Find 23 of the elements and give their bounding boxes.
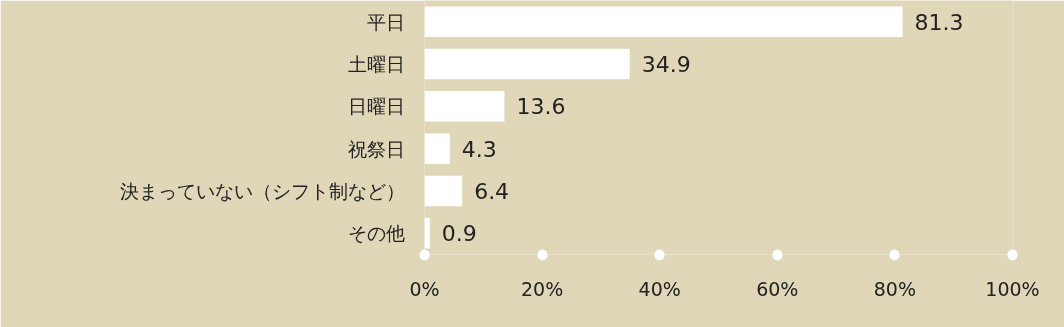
y-tick-label: 祝祭日 [347,137,405,160]
data-label: 0.9 [441,221,477,247]
x-tick-label: 0% [409,277,440,300]
bar [424,6,903,37]
x-tick-label: 100% [985,277,1040,300]
data-label: 81.3 [914,9,964,35]
data-label: 13.6 [516,94,566,120]
data-label: 34.9 [641,52,691,77]
y-tick-label: 決まっていない（シフト制など） [119,180,405,202]
data-label: 4.3 [461,136,497,162]
data-label: 6.4 [474,179,510,204]
bar [424,48,630,80]
x-tick-label: 80% [873,277,917,300]
bar [424,175,463,207]
x-tick-label: 20% [520,277,564,300]
bar [424,133,450,164]
y-tick-label: その他 [347,222,405,245]
y-tick-label: 平日 [366,10,405,33]
y-tick-label: 日曜日 [347,95,405,118]
bar [424,91,505,122]
x-tick-label: 40% [638,277,681,300]
y-tick-label: 土曜日 [347,53,405,75]
x-tick-label: 60% [756,277,799,300]
